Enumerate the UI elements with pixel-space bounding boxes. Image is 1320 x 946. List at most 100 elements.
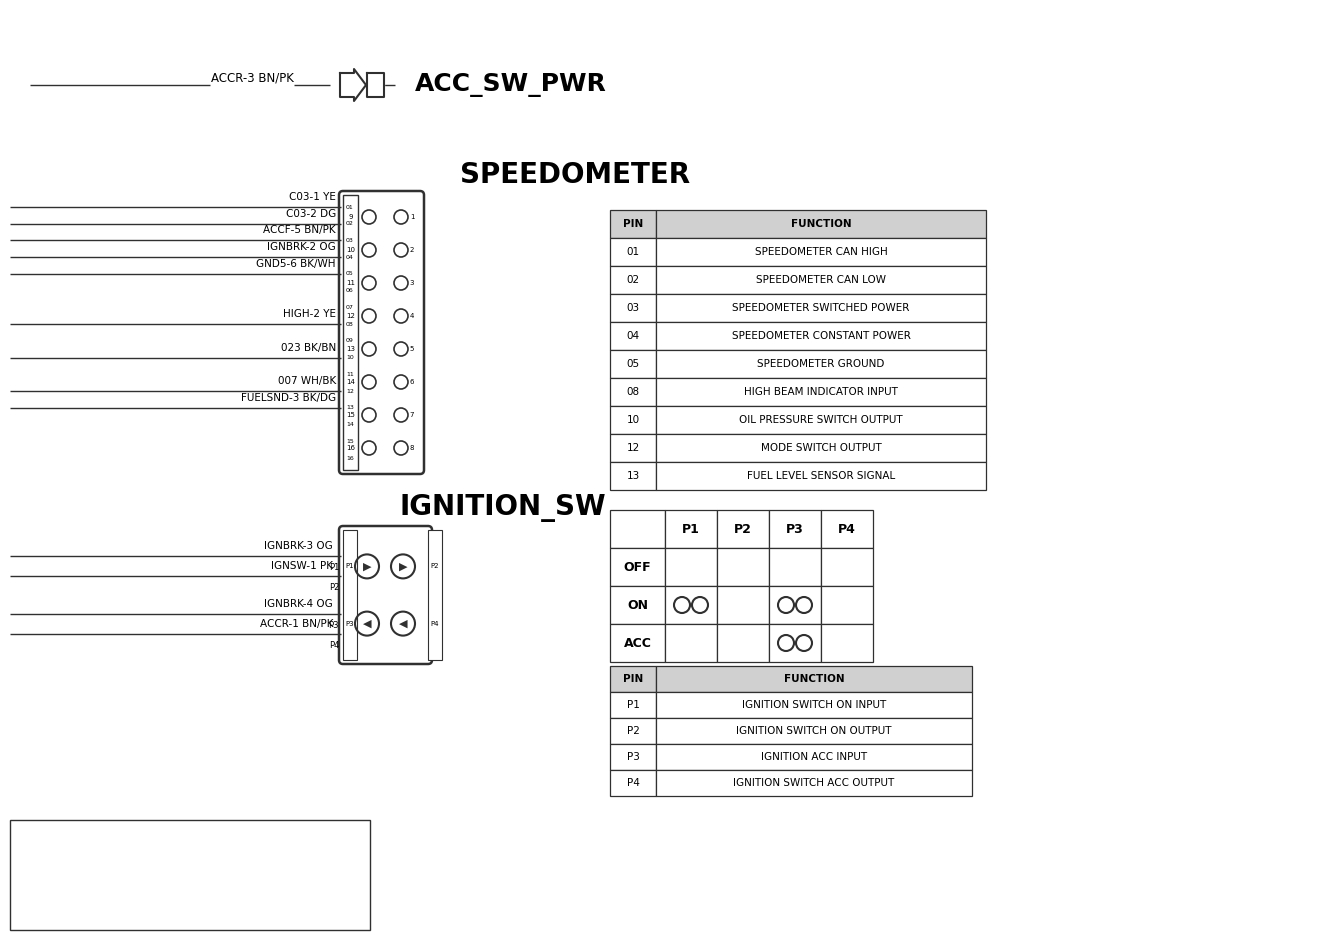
Text: 01: 01	[346, 204, 354, 209]
Text: ▶: ▶	[399, 561, 408, 571]
Text: 03: 03	[346, 238, 354, 243]
Text: 7: 7	[409, 412, 414, 418]
Text: IGNBRK-3 OG: IGNBRK-3 OG	[264, 541, 333, 552]
Bar	[656, 294, 986, 322]
Text: IGNITION ACC INPUT: IGNITION ACC INPUT	[760, 752, 867, 762]
Text: 5: 5	[409, 346, 414, 352]
Bar	[821, 624, 873, 662]
Text: 10: 10	[627, 415, 640, 425]
Text: 12: 12	[346, 389, 354, 394]
Text: ON: ON	[627, 599, 648, 611]
Text: P2: P2	[734, 522, 752, 535]
Bar	[770, 586, 821, 624]
Bar	[610, 692, 656, 718]
Bar	[656, 692, 972, 718]
Text: 01: 01	[627, 247, 640, 257]
Bar	[656, 718, 972, 744]
Text: HIGH BEAM INDICATOR INPUT: HIGH BEAM INDICATOR INPUT	[744, 387, 898, 397]
Text: 02: 02	[627, 275, 640, 285]
Polygon shape	[367, 73, 384, 97]
Bar	[656, 770, 972, 796]
Text: 04: 04	[346, 254, 354, 260]
Bar	[610, 378, 656, 406]
Text: SPEEDOMETER CAN LOW: SPEEDOMETER CAN LOW	[756, 275, 886, 285]
Text: 16: 16	[346, 445, 355, 451]
Bar	[656, 322, 986, 350]
Text: FUELSND-3 BK/DG: FUELSND-3 BK/DG	[240, 393, 337, 403]
Text: 13: 13	[346, 405, 354, 411]
Bar	[610, 718, 656, 744]
Text: 13: 13	[346, 346, 355, 352]
Text: MODE SWITCH OUTPUT: MODE SWITCH OUTPUT	[760, 443, 882, 453]
Text: 04: 04	[627, 331, 640, 341]
Text: ACC: ACC	[623, 637, 652, 650]
Bar	[610, 406, 656, 434]
Text: 2: 2	[409, 247, 414, 253]
Text: ▶: ▶	[363, 561, 371, 571]
Bar	[656, 266, 986, 294]
Bar	[610, 666, 656, 692]
Text: FUEL LEVEL SENSOR SIGNAL: FUEL LEVEL SENSOR SIGNAL	[747, 471, 895, 481]
Text: ◀: ◀	[399, 619, 408, 628]
FancyBboxPatch shape	[339, 526, 432, 664]
Text: 03: 03	[627, 303, 640, 313]
Text: 14: 14	[346, 422, 354, 427]
Text: IGNITION SWITCH ON INPUT: IGNITION SWITCH ON INPUT	[742, 700, 886, 710]
Bar	[656, 434, 986, 462]
Text: P4: P4	[838, 522, 855, 535]
Text: P1: P1	[682, 522, 700, 535]
Text: PIN: PIN	[623, 674, 643, 684]
Text: OFF: OFF	[623, 560, 651, 573]
Bar	[665, 548, 717, 586]
Text: IGNBRK-4 OG: IGNBRK-4 OG	[264, 599, 333, 608]
Bar	[11, 820, 370, 930]
Text: ACCR-3 BN/PK: ACCR-3 BN/PK	[211, 72, 293, 84]
Text: SPEEDOMETER: SPEEDOMETER	[459, 161, 690, 189]
Text: 6: 6	[409, 379, 414, 385]
Bar	[610, 548, 665, 586]
Text: 08: 08	[346, 322, 354, 326]
Text: HIGH-2 YE: HIGH-2 YE	[282, 309, 337, 319]
Text: P2: P2	[329, 584, 339, 592]
Text: 11: 11	[346, 372, 354, 377]
Text: FUNCTION: FUNCTION	[784, 674, 845, 684]
Text: P1: P1	[346, 564, 354, 569]
Text: P3: P3	[346, 621, 354, 626]
FancyBboxPatch shape	[339, 191, 424, 474]
Text: OIL PRESSURE SWITCH OUTPUT: OIL PRESSURE SWITCH OUTPUT	[739, 415, 903, 425]
Text: P2: P2	[627, 726, 639, 736]
Bar	[610, 210, 656, 238]
Bar	[665, 624, 717, 662]
Bar	[665, 510, 717, 548]
Text: 007 WH/BK: 007 WH/BK	[277, 377, 337, 386]
Text: P3: P3	[627, 752, 639, 762]
Bar	[610, 266, 656, 294]
Bar	[610, 238, 656, 266]
Bar	[821, 548, 873, 586]
Text: 9: 9	[348, 214, 354, 220]
Text: 06: 06	[346, 289, 354, 293]
Text: ◀: ◀	[363, 619, 371, 628]
Bar	[610, 350, 656, 378]
Bar	[821, 510, 873, 548]
Text: 023 BK/BN: 023 BK/BN	[281, 342, 337, 353]
Text: 1: 1	[409, 214, 414, 220]
Text: IGNSW-1 PK: IGNSW-1 PK	[271, 561, 333, 571]
Text: 3: 3	[409, 280, 414, 286]
Text: 15: 15	[346, 439, 354, 444]
Text: P3: P3	[787, 522, 804, 535]
Text: 05: 05	[627, 359, 640, 369]
Bar	[610, 624, 665, 662]
Bar	[610, 770, 656, 796]
Text: 8: 8	[409, 445, 414, 451]
Bar	[610, 322, 656, 350]
Bar	[717, 510, 770, 548]
Text: GND5-6 BK/WH: GND5-6 BK/WH	[256, 259, 337, 269]
Bar	[610, 462, 656, 490]
Text: 11: 11	[346, 280, 355, 286]
Text: FUNCTION: FUNCTION	[791, 219, 851, 229]
Bar	[428, 530, 442, 660]
Bar	[656, 744, 972, 770]
Bar	[656, 238, 986, 266]
Text: SPEEDOMETER CAN HIGH: SPEEDOMETER CAN HIGH	[755, 247, 887, 257]
